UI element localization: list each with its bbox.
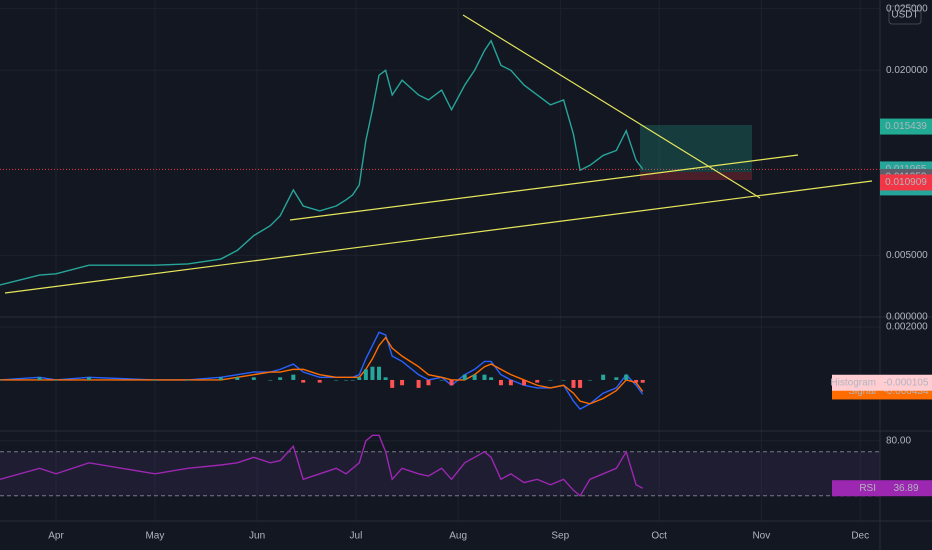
trendline — [289, 154, 799, 221]
indicator-name-box — [832, 374, 880, 391]
histogram-bar — [218, 377, 223, 380]
histogram-bar — [578, 379, 583, 388]
histogram-bar — [624, 374, 629, 380]
y-tick-label: 0.002000 — [886, 322, 928, 333]
histogram-bar — [439, 379, 444, 381]
histogram-bar — [462, 374, 467, 380]
histogram-bar — [291, 374, 296, 380]
price-label-box — [880, 174, 932, 191]
histogram-bar — [601, 374, 606, 380]
x-tick-label: Dec — [851, 531, 869, 542]
histogram-bar — [400, 379, 405, 386]
indicator-value-box — [880, 374, 932, 391]
histogram-bar — [251, 377, 256, 380]
histogram-bar — [278, 377, 283, 380]
indicator-value-box — [880, 480, 932, 497]
histogram-bar — [37, 377, 42, 380]
trendline — [462, 14, 761, 199]
indicator-value: -0.000105 — [883, 377, 928, 388]
rsi-band — [0, 451, 880, 496]
histogram-bar — [498, 379, 503, 386]
currency-box[interactable] — [888, 5, 922, 25]
histogram-bar — [634, 379, 639, 383]
histogram-bar — [152, 379, 157, 381]
histogram-bar — [377, 366, 382, 380]
indicator-name: RSI — [859, 483, 876, 494]
histogram-bar — [357, 377, 362, 380]
histogram-bar — [587, 379, 592, 381]
histogram-bar — [301, 379, 306, 383]
currency[interactable]: USDT — [891, 10, 918, 21]
histogram-bar — [363, 369, 368, 380]
indicator-value: -0.000434 — [883, 386, 928, 397]
label-layer: Apr May Jun Jul Aug Sep Oct Nov Dec 0.000000 0.005… — [48, 3, 932, 542]
histogram-bar — [489, 377, 494, 380]
position-stop — [640, 172, 752, 180]
histogram-bar — [235, 377, 240, 380]
indicator-line — [0, 336, 644, 405]
histogram-bar — [548, 379, 553, 381]
price-label: 0.010909 — [885, 177, 927, 188]
y-tick-label: 0.000000 — [886, 312, 928, 323]
price-line — [0, 39, 644, 286]
y-tick-label: 80.00 — [886, 435, 911, 446]
histogram-bar — [640, 379, 645, 383]
x-tick-label: Apr — [48, 531, 64, 542]
histogram-bar — [482, 374, 487, 380]
histogram-bar — [370, 366, 375, 380]
histogram-bar — [390, 379, 395, 388]
indicator-name: Signal — [848, 386, 876, 397]
x-tick-label: Jun — [249, 531, 265, 542]
y-tick-label: 0.005000 — [886, 250, 928, 261]
indicator-line — [0, 331, 644, 410]
price-label: 0.015439 — [885, 121, 927, 132]
histogram-bar — [334, 379, 339, 381]
y-tick-label: 0.020000 — [886, 65, 928, 76]
indicator-line — [0, 434, 644, 497]
histogram-bar — [344, 379, 349, 381]
histogram-bar — [561, 379, 566, 381]
price-label-box — [880, 118, 932, 135]
histogram-bar — [426, 379, 431, 386]
indicator-value: 36.89 — [893, 483, 918, 494]
histogram-bar — [350, 379, 355, 381]
histogram-bar — [54, 379, 59, 381]
indicator-name-box — [832, 480, 880, 497]
histogram-bar — [472, 374, 477, 380]
histogram-bar — [535, 379, 540, 383]
histogram-bar — [416, 379, 421, 388]
histogram-bar — [86, 377, 91, 380]
histogram-bar — [522, 379, 527, 386]
trendline — [4, 180, 873, 294]
position-target — [640, 125, 752, 172]
x-tick-label: Jul — [350, 531, 363, 542]
x-tick-label: Sep — [551, 531, 569, 542]
histogram-bar — [614, 377, 619, 380]
histogram-bar — [571, 379, 576, 388]
histogram-bar — [508, 379, 513, 386]
histogram-bar — [383, 377, 388, 380]
indicator-name: Histogram — [830, 377, 876, 388]
y-tick-label: 0.025000 — [886, 3, 928, 14]
histogram-bar — [449, 379, 454, 386]
histogram-bar — [0, 379, 2, 381]
histogram-bar — [185, 379, 190, 381]
x-tick-label: Oct — [651, 531, 667, 542]
x-tick-label: Nov — [752, 531, 770, 542]
x-tick-label: Aug — [449, 531, 467, 542]
histogram-bar — [268, 379, 273, 381]
x-tick-label: May — [145, 531, 164, 542]
histogram-bar — [317, 379, 322, 383]
